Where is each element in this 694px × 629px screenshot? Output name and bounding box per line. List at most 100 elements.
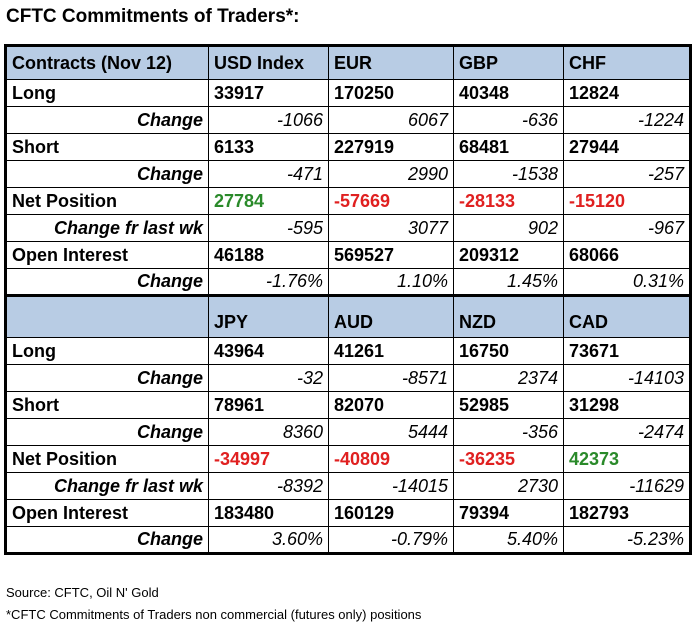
- value-cell: 1.10%: [328, 268, 454, 296]
- row-label: Change: [5, 418, 209, 446]
- data-row: Change -1066 6067 -636 -1224: [5, 106, 691, 134]
- footnote: *CFTC Commitments of Traders non commerc…: [6, 607, 422, 622]
- column-header: CHF: [563, 45, 691, 80]
- value-cell: 12824: [563, 79, 691, 107]
- data-row: Short 78961 82070 52985 31298: [5, 391, 691, 419]
- row-label: Short: [5, 391, 209, 419]
- value-cell: -2474: [563, 418, 691, 446]
- value-cell: -1538: [453, 160, 564, 188]
- data-row: Change -471 2990 -1538 -257: [5, 160, 691, 188]
- row-label: Open Interest: [5, 241, 209, 269]
- value-cell: 79394: [453, 499, 564, 527]
- value-cell: 43964: [208, 337, 329, 365]
- data-row: Net Position -34997 -40809 -36235 42373: [5, 445, 691, 473]
- column-header: GBP: [453, 45, 564, 80]
- value-cell: 3077: [328, 214, 454, 242]
- data-row: Long 33917 170250 40348 12824: [5, 79, 691, 107]
- value-cell: 2990: [328, 160, 454, 188]
- value-cell: 33917: [208, 79, 329, 107]
- column-header: NZD: [453, 294, 564, 338]
- data-row: Change fr last wk -595 3077 902 -967: [5, 214, 691, 242]
- row-label: Open Interest: [5, 499, 209, 527]
- value-cell: -11629: [563, 472, 691, 500]
- value-cell: 42373: [563, 445, 691, 473]
- value-cell: 902: [453, 214, 564, 242]
- title: CFTC Commitments of Traders*:: [6, 6, 300, 27]
- value-cell: 82070: [328, 391, 454, 419]
- value-cell: 160129: [328, 499, 454, 527]
- value-cell: 3.60%: [208, 526, 329, 554]
- value-cell: -356: [453, 418, 564, 446]
- value-cell: -32: [208, 364, 329, 392]
- value-cell: 68481: [453, 133, 564, 161]
- data-row: Open Interest 183480 160129 79394 182793: [5, 499, 691, 527]
- value-cell: 182793: [563, 499, 691, 527]
- value-cell: -5.23%: [563, 526, 691, 554]
- value-cell: -34997: [208, 445, 329, 473]
- value-cell: 46188: [208, 241, 329, 269]
- value-cell: 73671: [563, 337, 691, 365]
- value-cell: 78961: [208, 391, 329, 419]
- value-cell: 27944: [563, 133, 691, 161]
- value-cell: -1066: [208, 106, 329, 134]
- value-cell: 6067: [328, 106, 454, 134]
- source-note: Source: CFTC, Oil N' Gold: [6, 585, 159, 600]
- value-cell: -257: [563, 160, 691, 188]
- cot-table: Contracts (Nov 12) USD Index EUR GBP CHF Long…: [4, 44, 692, 555]
- value-cell: 6133: [208, 133, 329, 161]
- value-cell: -595: [208, 214, 329, 242]
- value-cell: 5444: [328, 418, 454, 446]
- column-header: AUD: [328, 294, 454, 338]
- row-label: Change fr last wk: [5, 214, 209, 242]
- value-cell: -636: [453, 106, 564, 134]
- value-cell: -967: [563, 214, 691, 242]
- row-label: Change fr last wk: [5, 472, 209, 500]
- value-cell: -28133: [453, 187, 564, 215]
- data-row: Change 3.60% -0.79% 5.40% -5.23%: [5, 526, 691, 554]
- value-cell: -40809: [328, 445, 454, 473]
- value-cell: 8360: [208, 418, 329, 446]
- row-label: Change: [5, 160, 209, 188]
- value-cell: -8392: [208, 472, 329, 500]
- data-row: Change -1.76% 1.10% 1.45% 0.31%: [5, 268, 691, 296]
- column-header: USD Index: [208, 45, 329, 80]
- value-cell: -14103: [563, 364, 691, 392]
- data-row: Long 43964 41261 16750 73671: [5, 337, 691, 365]
- value-cell: 0.31%: [563, 268, 691, 296]
- value-cell: 31298: [563, 391, 691, 419]
- row-label: Change: [5, 526, 209, 554]
- value-cell: -14015: [328, 472, 454, 500]
- data-row: Open Interest 46188 569527 209312 68066: [5, 241, 691, 269]
- value-cell: -15120: [563, 187, 691, 215]
- data-row: Change -32 -8571 2374 -14103: [5, 364, 691, 392]
- data-row: Net Position 27784 -57669 -28133 -15120: [5, 187, 691, 215]
- value-cell: 2374: [453, 364, 564, 392]
- row-label: Net Position: [5, 445, 209, 473]
- data-row: Short 6133 227919 68481 27944: [5, 133, 691, 161]
- data-row: Change 8360 5444 -356 -2474: [5, 418, 691, 446]
- value-cell: 227919: [328, 133, 454, 161]
- column-header: JPY: [208, 294, 329, 338]
- row-label: Net Position: [5, 187, 209, 215]
- row-label: Change: [5, 268, 209, 296]
- value-cell: 16750: [453, 337, 564, 365]
- value-cell: -36235: [453, 445, 564, 473]
- corner-cell: [5, 294, 209, 338]
- row-label: Short: [5, 133, 209, 161]
- value-cell: 41261: [328, 337, 454, 365]
- column-header: CAD: [563, 294, 691, 338]
- data-row: Change fr last wk -8392 -14015 2730 -11629: [5, 472, 691, 500]
- value-cell: 2730: [453, 472, 564, 500]
- header-row: JPY AUD NZD CAD: [5, 294, 691, 338]
- value-cell: 209312: [453, 241, 564, 269]
- column-header: EUR: [328, 45, 454, 80]
- row-label: Long: [5, 79, 209, 107]
- value-cell: -1.76%: [208, 268, 329, 296]
- value-cell: -57669: [328, 187, 454, 215]
- value-cell: 68066: [563, 241, 691, 269]
- value-cell: 27784: [208, 187, 329, 215]
- row-label: Change: [5, 106, 209, 134]
- corner-cell: Contracts (Nov 12): [5, 45, 209, 80]
- value-cell: 1.45%: [453, 268, 564, 296]
